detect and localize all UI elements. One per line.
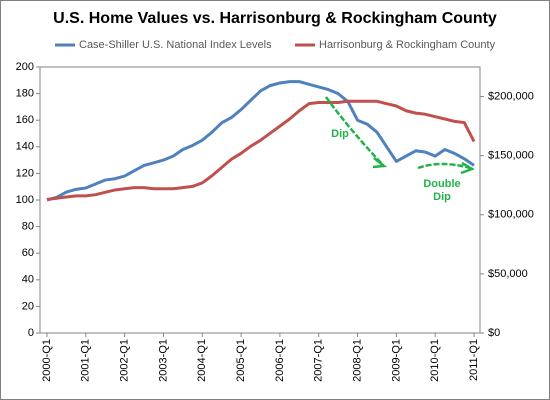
chart-title: U.S. Home Values vs. Harrisonburg & Rock… xyxy=(53,10,497,27)
x-tick-label: 2005-Q1 xyxy=(235,339,247,382)
double-dip-arrow xyxy=(417,162,471,170)
annotation: Double xyxy=(423,178,460,190)
y-tick-label: 60 xyxy=(22,247,34,259)
legend-label: Case-Shiller U.S. National Index Levels xyxy=(79,39,272,51)
y-tick-label: 100 xyxy=(16,194,34,206)
y-tick-label: 200 xyxy=(16,61,34,73)
series-line xyxy=(46,80,475,202)
x-tick-label: 2003-Q1 xyxy=(157,339,169,382)
y2-tick-label: $100,000 xyxy=(488,209,534,221)
series-line xyxy=(46,99,476,201)
x-tick-label: 2007-Q1 xyxy=(313,339,325,382)
x-tick-label: 2000-Q1 xyxy=(41,339,53,382)
x-tick-label: 2010-Q1 xyxy=(429,339,441,382)
y-tick-label: 120 xyxy=(16,167,34,179)
annotation: Dip xyxy=(433,191,451,203)
x-tick-label: 2009-Q1 xyxy=(390,339,402,382)
y-tick-label: 20 xyxy=(22,300,34,312)
arrowhead xyxy=(460,161,475,175)
x-tick-label: 2004-Q1 xyxy=(196,339,208,382)
y2-tick-label: $150,000 xyxy=(488,150,534,162)
annotation-arrows xyxy=(324,96,475,175)
y-tick-label: 140 xyxy=(16,141,34,153)
x-tick-label: 2002-Q1 xyxy=(119,339,131,382)
y2-tick-label: $200,000 xyxy=(488,90,534,102)
dip-arrow xyxy=(324,96,384,166)
y2-tick-label: $50,000 xyxy=(488,268,528,280)
x-tick-label: 2008-Q1 xyxy=(351,339,363,382)
y-tick-label: 80 xyxy=(22,221,34,233)
x-tick-label: 2001-Q1 xyxy=(80,339,92,382)
y-tick-label: 180 xyxy=(16,88,34,100)
legend-label: Harrisonburg & Rockingham County xyxy=(319,39,496,51)
x-tick-label: 2011-Q1 xyxy=(468,339,480,381)
y-tick-label: 40 xyxy=(22,274,34,286)
y-tick-label: 0 xyxy=(28,327,34,339)
y2-tick-label: $0 xyxy=(488,327,500,339)
x-tick-label: 2006-Q1 xyxy=(274,339,286,382)
y-tick-label: 160 xyxy=(16,114,34,126)
arrowhead xyxy=(372,157,388,169)
annotation: Dip xyxy=(331,128,349,140)
